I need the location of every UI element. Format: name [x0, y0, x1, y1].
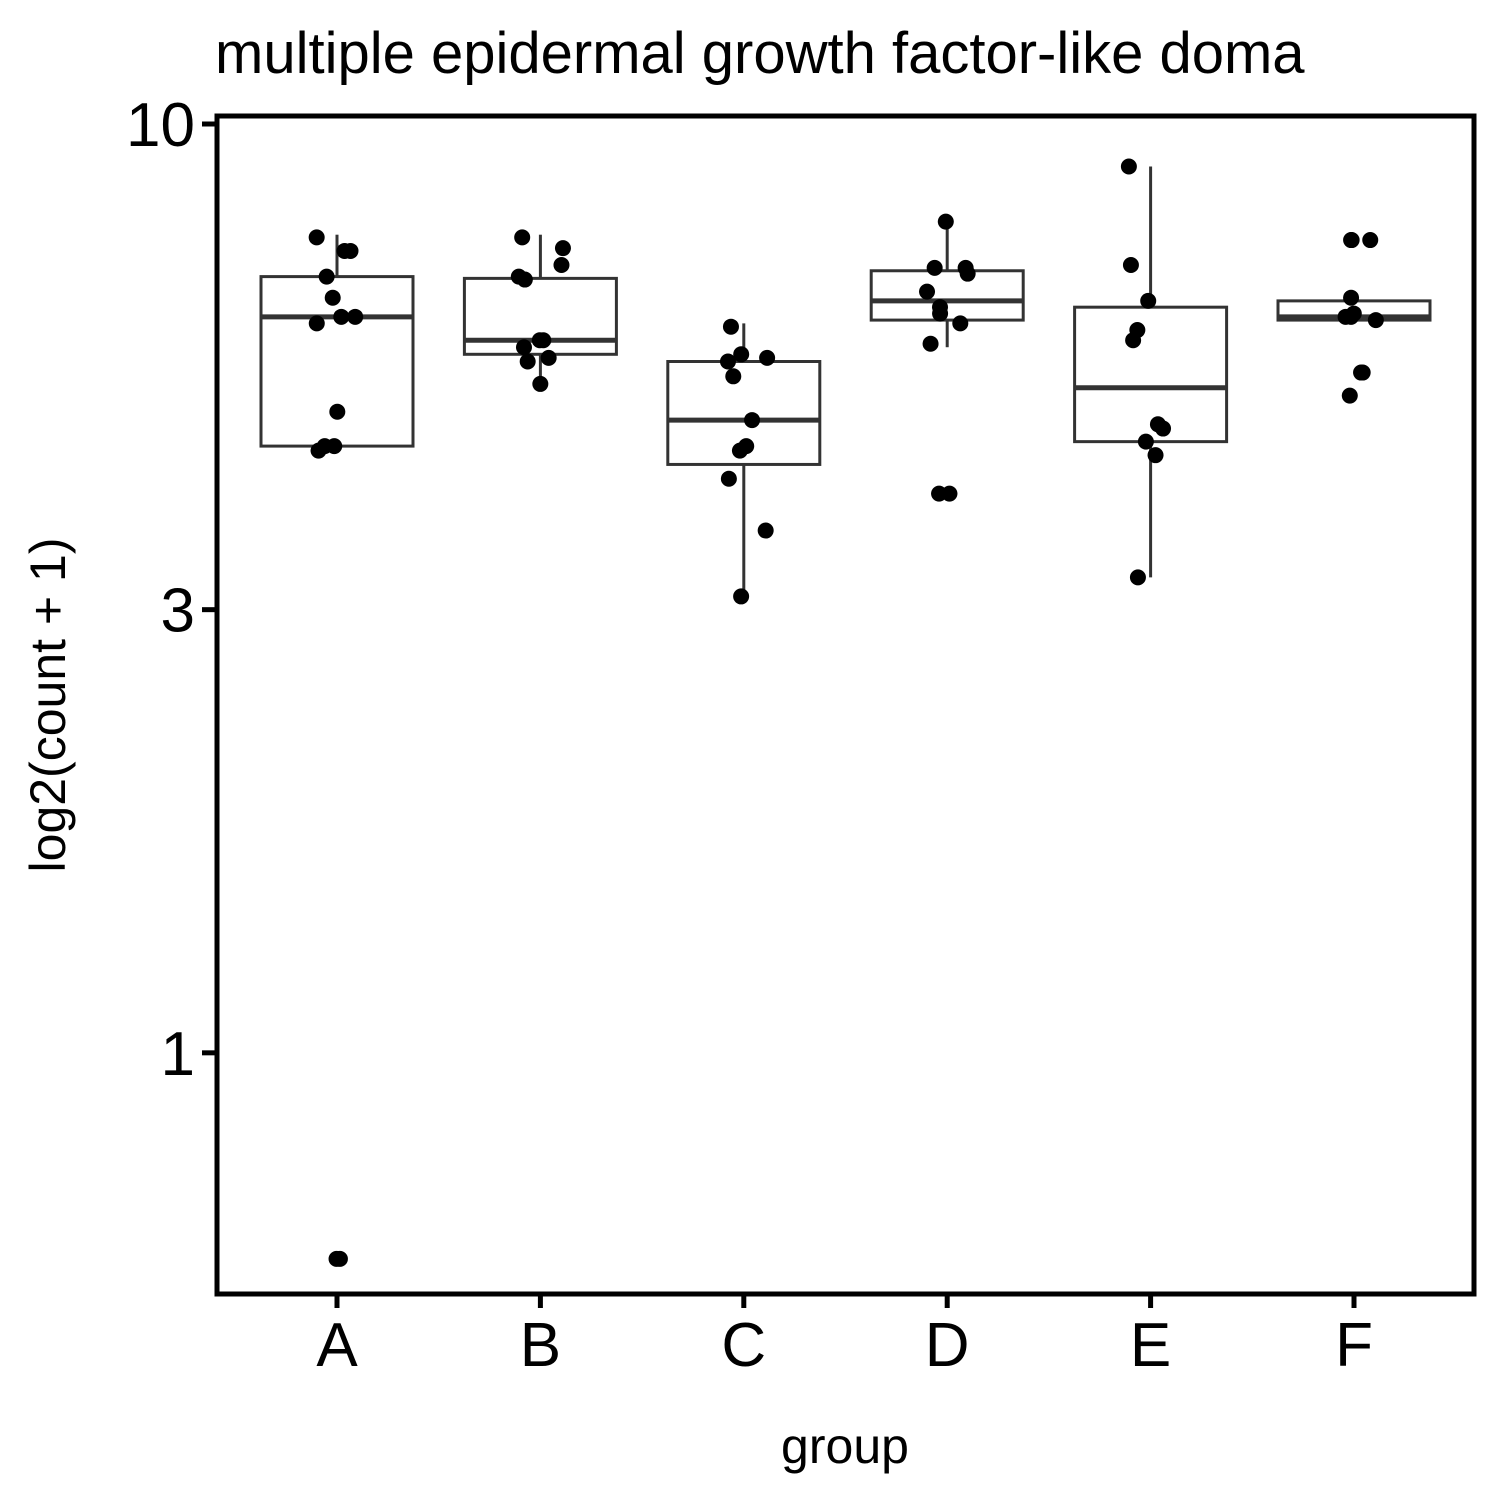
x-tick-label-B: B — [520, 1311, 561, 1380]
point-B-10 — [514, 229, 531, 246]
x-axis: A B C D E F — [316, 1294, 1373, 1380]
point-E-7 — [1140, 292, 1157, 309]
point-C-5 — [744, 412, 761, 429]
y-tick-label-1: 1 — [161, 1020, 195, 1089]
x-tick-label-D: D — [925, 1311, 970, 1380]
point-A-7 — [347, 308, 364, 325]
box-E — [1073, 166, 1229, 578]
point-A-9 — [324, 289, 341, 306]
point-A-12 — [336, 242, 353, 259]
points-C — [719, 318, 776, 605]
point-C-1 — [757, 522, 774, 539]
point-B-5 — [531, 332, 548, 349]
point-F-6 — [1345, 305, 1362, 322]
point-A-1 — [331, 1250, 348, 1267]
point-F-7 — [1343, 289, 1360, 306]
point-B-2 — [540, 349, 557, 366]
points-B — [510, 229, 571, 392]
point-D-1 — [931, 485, 948, 502]
point-A-8 — [333, 308, 350, 325]
point-E-2 — [1137, 433, 1154, 450]
point-C-4 — [738, 438, 755, 455]
point-F-3 — [1367, 312, 1384, 329]
point-D-10 — [937, 213, 954, 230]
point-F-0 — [1341, 387, 1358, 404]
x-axis-title: group — [781, 1418, 909, 1474]
points-D — [919, 213, 976, 502]
point-B-0 — [532, 375, 549, 392]
point-A-10 — [318, 268, 335, 285]
point-D-3 — [952, 315, 969, 332]
point-B-9 — [554, 240, 571, 257]
point-E-1 — [1147, 447, 1164, 464]
x-tick-label-C: C — [721, 1311, 766, 1380]
point-E-0 — [1129, 569, 1146, 586]
y-tick-label-3: 3 — [161, 577, 195, 646]
x-tick-label-F: F — [1335, 1311, 1373, 1380]
point-D-2 — [922, 335, 939, 352]
chart-marks — [259, 158, 1432, 1267]
point-C-9 — [733, 346, 750, 363]
point-F-10 — [1343, 232, 1360, 249]
points-E — [1120, 158, 1172, 586]
point-E-9 — [1120, 158, 1137, 175]
point-E-8 — [1122, 256, 1139, 273]
points-A — [308, 229, 364, 1267]
point-A-13 — [308, 229, 325, 246]
point-A-5 — [329, 403, 346, 420]
point-C-2 — [720, 470, 737, 487]
point-A-6 — [308, 315, 325, 332]
box-body-E — [1073, 305, 1229, 444]
point-E-6 — [1129, 322, 1146, 339]
point-D-5 — [932, 299, 949, 316]
point-C-0 — [733, 588, 750, 605]
point-F-2 — [1353, 364, 1370, 381]
point-B-8 — [553, 256, 570, 273]
point-C-8 — [759, 349, 776, 366]
y-axis: 10 3 1 — [126, 91, 217, 1089]
point-D-8 — [926, 259, 943, 276]
x-tick-label-E: E — [1130, 1311, 1171, 1380]
point-C-10 — [722, 318, 739, 335]
points-F — [1337, 232, 1384, 404]
point-E-4 — [1149, 416, 1166, 433]
point-A-4 — [326, 438, 343, 455]
plot-panel — [214, 113, 1477, 1297]
y-axis-title: log2(count + 1) — [20, 538, 76, 873]
point-B-3 — [515, 339, 532, 356]
point-C-6 — [725, 368, 742, 385]
point-F-8 — [1362, 232, 1379, 249]
point-C-7 — [719, 353, 736, 370]
point-B-7 — [510, 268, 527, 285]
point-D-9 — [957, 259, 974, 276]
y-tick-label-10: 10 — [126, 91, 195, 160]
point-B-1 — [519, 353, 536, 370]
point-D-6 — [919, 283, 936, 300]
chart-title: multiple epidermal growth factor-like do… — [215, 21, 1305, 86]
x-tick-label-A: A — [316, 1311, 358, 1380]
